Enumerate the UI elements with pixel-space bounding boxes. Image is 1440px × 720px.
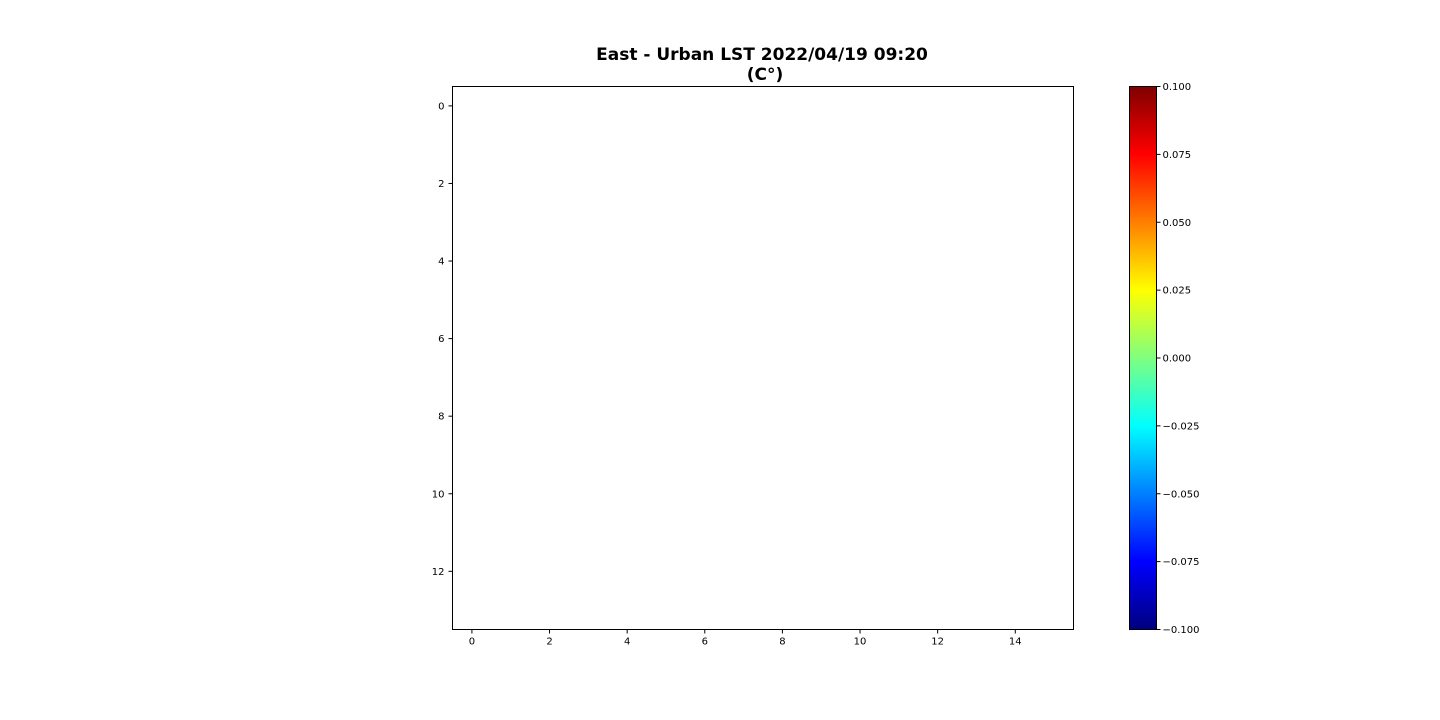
colorbar-ticks: −0.100 −0.075 −0.050 −0.025 0.000 0.025 0.050 0… (1156, 82, 1200, 636)
colorbar-tick-label: −0.075 (1163, 557, 1200, 568)
x-tick-label: 12 (931, 637, 944, 648)
y-tick-label: 4 (438, 257, 444, 268)
colorbar-tick-label: −0.100 (1163, 625, 1200, 636)
colorbar-tick-label: 0.100 (1163, 82, 1192, 93)
x-tick-label: 0 (469, 637, 475, 648)
y-tick-label: 12 (432, 567, 445, 578)
y-tick-label: 0 (438, 101, 444, 112)
y-axis: 0 2 4 6 8 10 12 (432, 101, 453, 578)
y-tick-label: 2 (438, 179, 444, 190)
colorbar-tick-label: 0.050 (1163, 218, 1192, 229)
colorbar-tick-label: 0.075 (1163, 150, 1192, 161)
x-tick-label: 4 (624, 637, 630, 648)
x-tick-label: 10 (854, 637, 867, 648)
colorbar-gradient (1129, 86, 1157, 630)
heatmap-plot-area (452, 86, 1074, 630)
x-tick-label: 2 (546, 637, 552, 648)
colorbar-tick-label: −0.050 (1163, 489, 1200, 500)
colorbar: −0.100 −0.075 −0.050 −0.025 0.000 0.025 0.050 0… (1129, 82, 1200, 636)
y-tick-label: 8 (438, 412, 444, 423)
x-tick-label: 6 (702, 637, 708, 648)
x-tick-label: 14 (1009, 637, 1022, 648)
colorbar-tick-label: 0.000 (1163, 354, 1192, 365)
x-tick-label: 8 (779, 637, 785, 648)
heatmap-axes: 0 2 4 6 8 10 12 14 0 2 4 6 8 10 12 (432, 86, 1074, 648)
chart-title-line-1: East - Urban LST 2022/04/19 09:20 (596, 45, 928, 65)
colorbar-tick-label: −0.025 (1163, 421, 1200, 432)
x-axis: 0 2 4 6 8 10 12 14 (469, 629, 1022, 648)
y-tick-label: 10 (432, 489, 445, 500)
y-tick-label: 6 (438, 334, 444, 345)
chart-title-line-2: (C°) (747, 65, 784, 85)
colorbar-tick-label: 0.025 (1163, 286, 1192, 297)
